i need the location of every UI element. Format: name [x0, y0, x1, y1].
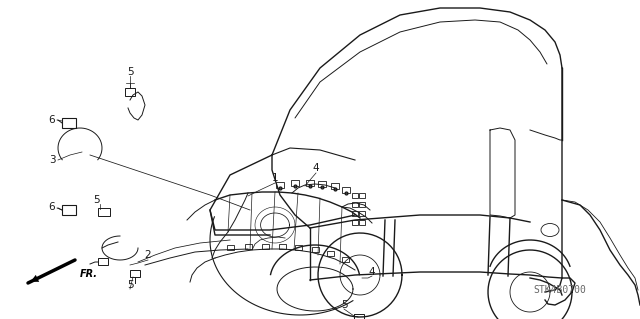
Bar: [331, 183, 339, 189]
Bar: [306, 180, 314, 186]
Bar: [359, 211, 365, 216]
Text: FR.: FR.: [80, 269, 98, 279]
Bar: [62, 118, 76, 128]
Bar: [354, 314, 364, 319]
Text: 4: 4: [313, 163, 319, 173]
Bar: [352, 220, 358, 225]
Text: 4: 4: [369, 267, 375, 277]
Text: 5: 5: [93, 195, 100, 205]
Bar: [327, 251, 334, 256]
Bar: [352, 211, 358, 216]
Bar: [352, 193, 358, 198]
Bar: [125, 88, 135, 96]
Bar: [359, 193, 365, 198]
Text: STK4B0700: STK4B0700: [534, 285, 586, 295]
Bar: [245, 244, 252, 249]
Bar: [359, 202, 365, 207]
Text: 5: 5: [127, 280, 133, 290]
Bar: [359, 220, 365, 225]
Text: 2: 2: [145, 250, 151, 260]
Bar: [276, 182, 284, 188]
Bar: [98, 258, 108, 265]
Bar: [62, 205, 76, 215]
Text: 3: 3: [49, 155, 55, 165]
Bar: [291, 180, 299, 186]
Bar: [295, 245, 302, 250]
Bar: [262, 244, 269, 249]
Bar: [227, 245, 234, 250]
Text: 1: 1: [272, 173, 278, 183]
Bar: [98, 208, 110, 216]
Bar: [318, 181, 326, 187]
Text: 5: 5: [127, 67, 133, 77]
Text: 6: 6: [49, 202, 55, 212]
Bar: [342, 187, 350, 193]
Bar: [352, 202, 358, 207]
Bar: [130, 270, 140, 277]
Bar: [279, 244, 286, 249]
Bar: [342, 257, 349, 262]
Text: 5: 5: [340, 300, 348, 310]
Bar: [312, 247, 319, 252]
Text: 6: 6: [49, 115, 55, 125]
